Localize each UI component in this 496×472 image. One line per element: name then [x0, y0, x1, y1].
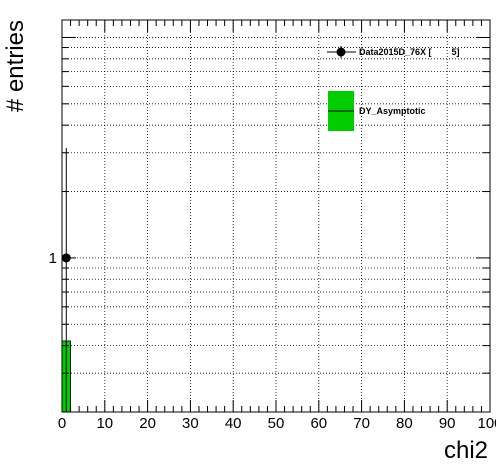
x-tick-label: 90	[439, 415, 456, 432]
x-tick-label: 70	[353, 415, 370, 432]
legend-data-label: Data2015D_76X [ 5]	[359, 47, 460, 57]
x-tick-label: 50	[268, 415, 285, 432]
x-tick-label: 20	[139, 415, 156, 432]
grid	[62, 20, 490, 412]
x-tick-label: 100	[477, 415, 496, 432]
x-tick-labels: 0 10 20 30 40 50 60 70 80 90 100	[58, 415, 496, 432]
y-tick-labels: 1	[49, 250, 57, 267]
x-tick-label: 10	[96, 415, 113, 432]
x-axis-label: chi2	[444, 437, 488, 464]
axis-ticks	[61, 20, 491, 412]
x-tick-label: 60	[310, 415, 327, 432]
x-tick-label: 30	[182, 415, 199, 432]
legend-data-marker	[336, 47, 346, 57]
y-tick-label: 1	[49, 250, 57, 267]
legend-mc-label: DY_Asymptotic	[359, 106, 426, 116]
legend: Data2015D_76X [ 5] DY_Asymptotic	[327, 46, 460, 131]
y-axis-label: # entries	[2, 20, 29, 112]
x-tick-label: 80	[396, 415, 413, 432]
x-tick-label: 0	[58, 415, 66, 432]
x-tick-label: 40	[225, 415, 242, 432]
